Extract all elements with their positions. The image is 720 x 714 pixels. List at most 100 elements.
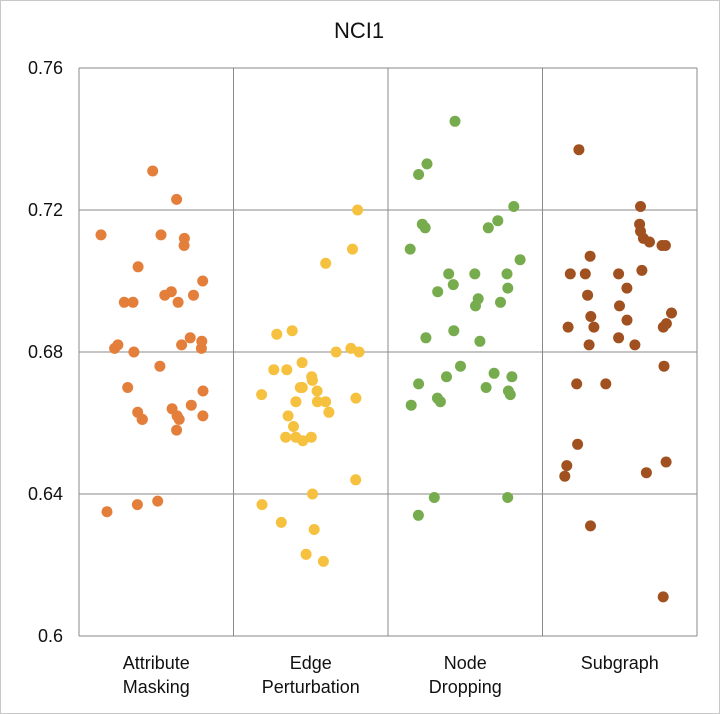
data-point <box>184 332 196 344</box>
data-point <box>330 346 342 358</box>
data-point <box>501 268 513 280</box>
data-point <box>300 548 312 560</box>
data-point <box>172 296 184 308</box>
data-point <box>561 460 573 472</box>
data-point <box>195 342 207 354</box>
category-label: Subgraph <box>581 653 659 673</box>
data-point <box>132 406 144 418</box>
data-point <box>636 264 648 276</box>
data-point <box>290 431 302 443</box>
data-point <box>188 289 199 301</box>
data-point <box>286 325 298 337</box>
category-label: Perturbation <box>262 677 360 697</box>
data-point <box>197 385 209 397</box>
data-point <box>412 509 424 521</box>
data-point <box>443 268 455 280</box>
data-point <box>280 431 292 443</box>
grid <box>78 67 698 637</box>
data-point <box>579 268 591 280</box>
data-point <box>350 392 362 404</box>
data-point <box>320 257 332 269</box>
data-points <box>95 115 677 603</box>
y-tick-label: 0.68 <box>28 342 63 362</box>
data-point <box>147 165 159 177</box>
series-group <box>95 165 209 518</box>
data-point <box>562 321 574 333</box>
data-point <box>419 222 431 234</box>
data-point <box>256 499 268 511</box>
data-point <box>420 332 432 344</box>
data-point <box>413 378 425 390</box>
data-point <box>514 254 526 266</box>
data-point <box>197 410 209 422</box>
data-point <box>275 516 287 528</box>
data-point <box>268 364 280 376</box>
data-point <box>629 339 641 351</box>
x-axis-categories: Attribute Masking Edge Perturbation Node Drop… <box>123 653 659 697</box>
data-point <box>405 399 417 411</box>
data-point <box>660 456 672 468</box>
category-label: Node <box>444 653 487 673</box>
data-point <box>488 367 500 379</box>
data-point <box>508 201 520 212</box>
data-point <box>122 382 134 393</box>
data-point <box>308 524 320 535</box>
data-point <box>311 396 323 408</box>
data-point <box>482 222 494 234</box>
data-point <box>635 201 646 212</box>
data-point <box>585 520 596 532</box>
data-point <box>307 488 318 500</box>
data-point <box>127 296 139 308</box>
series-group <box>256 204 365 567</box>
data-point <box>584 250 596 262</box>
y-tick-label: 0.72 <box>28 200 63 220</box>
category-label: Attribute <box>123 653 190 673</box>
data-point <box>178 232 190 244</box>
y-tick-label: 0.6 <box>38 626 63 646</box>
series-group <box>559 144 677 603</box>
data-point <box>271 328 283 340</box>
data-point <box>155 229 167 241</box>
data-point <box>495 296 506 308</box>
data-point <box>404 243 416 255</box>
data-point <box>660 318 672 330</box>
data-point <box>472 293 484 305</box>
data-point <box>614 300 625 312</box>
category-label: Dropping <box>429 677 502 697</box>
data-point <box>317 555 329 567</box>
series-group <box>404 115 526 521</box>
data-point <box>431 392 443 404</box>
data-point <box>288 421 299 432</box>
data-point <box>588 321 600 333</box>
data-point <box>448 325 460 337</box>
data-point <box>112 339 124 351</box>
data-point <box>621 314 633 326</box>
data-point <box>492 215 504 227</box>
data-point <box>506 371 518 383</box>
chart-title: NCI1 <box>334 18 384 43</box>
data-point <box>296 382 308 393</box>
data-point <box>352 204 364 216</box>
data-point <box>421 158 433 170</box>
data-point <box>350 474 362 486</box>
data-point <box>132 261 144 273</box>
data-point <box>323 406 335 418</box>
data-point <box>131 499 143 511</box>
data-point <box>449 115 461 127</box>
data-point <box>296 357 308 369</box>
data-point <box>128 346 140 358</box>
data-point <box>480 382 492 393</box>
data-point <box>101 506 113 518</box>
data-point <box>152 495 164 507</box>
data-point <box>573 144 585 156</box>
data-point <box>564 268 576 280</box>
data-point <box>306 374 318 386</box>
data-point <box>613 332 625 344</box>
data-point <box>353 346 365 358</box>
data-point <box>657 591 669 603</box>
data-point <box>197 275 209 287</box>
data-point <box>413 169 425 180</box>
data-point <box>432 286 444 298</box>
data-point <box>474 335 486 347</box>
